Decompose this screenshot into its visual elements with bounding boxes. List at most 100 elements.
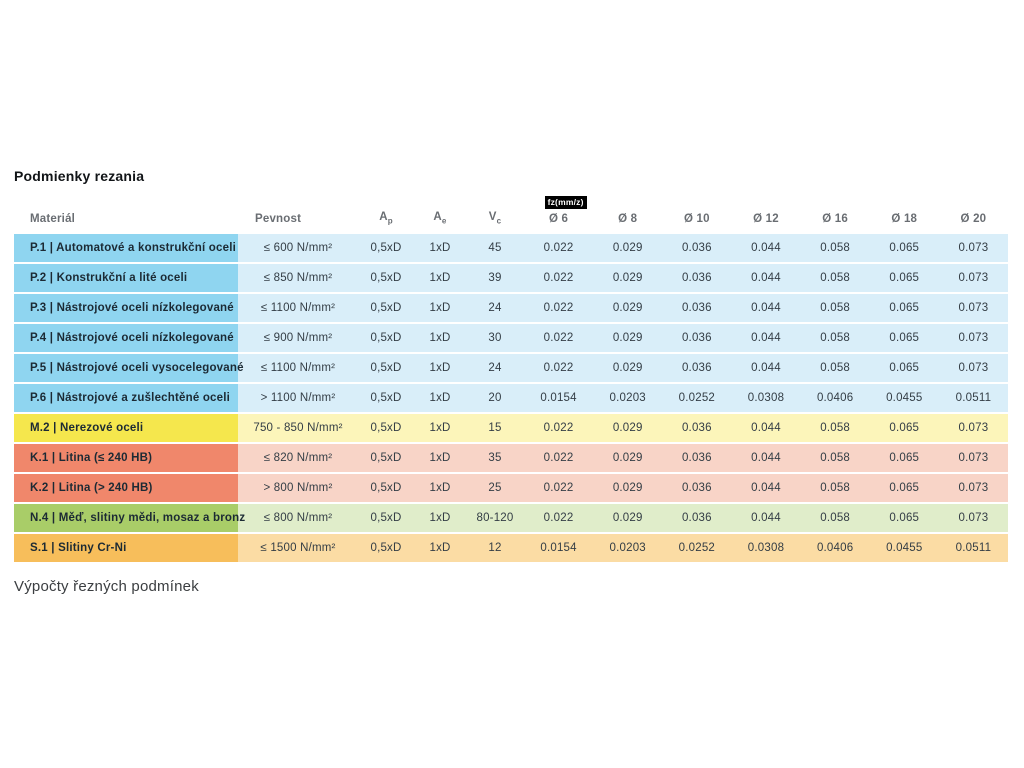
fz-cell: 0.065 bbox=[889, 332, 920, 344]
material-cell: S.1 | Slitiny Cr-Ni bbox=[14, 534, 238, 562]
fz-cell: 0.058 bbox=[820, 332, 851, 344]
fz-cell: 0.036 bbox=[681, 452, 712, 464]
fz-cell: 0.073 bbox=[958, 332, 989, 344]
fz-cell: 0.022 bbox=[543, 512, 574, 524]
table-row: K.2 | Litina (> 240 HB) > 800 N/mm² 0,5x… bbox=[14, 474, 1008, 502]
table-row: K.1 | Litina (≤ 240 HB) ≤ 820 N/mm² 0,5x… bbox=[14, 444, 1008, 472]
fz-cell: 0.0455 bbox=[886, 542, 923, 554]
material-cell: P.3 | Nástrojové oceli nízkolegované bbox=[14, 294, 238, 322]
fz-cell: 0.036 bbox=[681, 242, 712, 254]
fz-cell: 0.036 bbox=[681, 482, 712, 494]
fz-cell: 0.0511 bbox=[955, 542, 992, 554]
fz-cell: 0.022 bbox=[543, 332, 574, 344]
fz-cell: 0.065 bbox=[889, 362, 920, 374]
ap-header-main: A bbox=[379, 210, 388, 223]
cutting-conditions-table: Materiál Pevnost Ap Ae Vc fz(mm/z) Ø 6 Ø… bbox=[14, 196, 1008, 564]
fz-cell: 0.065 bbox=[889, 302, 920, 314]
ae-cell: 1xD bbox=[429, 422, 451, 434]
ap-cell: 0,5xD bbox=[370, 482, 402, 494]
fz-cell: 0.0406 bbox=[816, 392, 854, 404]
fz-cell: 0.029 bbox=[612, 452, 643, 464]
fz-cell: 0.0154 bbox=[540, 392, 577, 404]
vc-cell: 15 bbox=[488, 422, 502, 434]
vc-cell: 24 bbox=[488, 302, 502, 314]
fz-cell: 0.073 bbox=[958, 302, 989, 314]
table-row: P.5 | Nástrojové oceli vysocelegované ≤ … bbox=[14, 354, 1008, 382]
table-row: N.4 | Měď, slitiny mědi, mosaz a bronz ≤… bbox=[14, 504, 1008, 532]
fz-cell: 0.044 bbox=[751, 422, 781, 434]
table-row: M.2 | Nerezové oceli 750 - 850 N/mm² 0,5… bbox=[14, 414, 1008, 442]
fz-cell: 0.036 bbox=[681, 302, 712, 314]
fz-cell: 0.044 bbox=[751, 302, 781, 314]
fz-cell: 0.029 bbox=[612, 332, 643, 344]
material-cell: P.2 | Konstrukční a lité oceli bbox=[14, 264, 238, 292]
ae-cell: 1xD bbox=[429, 242, 451, 254]
fz-cell: 0.058 bbox=[820, 272, 851, 284]
vc-cell: 25 bbox=[488, 482, 502, 494]
vc-cell: 30 bbox=[488, 332, 502, 344]
fz-cell: 0.022 bbox=[543, 482, 574, 494]
vc-header-sub: c bbox=[496, 216, 502, 225]
diameter-column-header-6: fz(mm/z) Ø 6 bbox=[524, 196, 593, 234]
material-cell: P.6 | Nástrojové a zušlechtěné oceli bbox=[14, 384, 238, 412]
fz-cell: 0.029 bbox=[612, 302, 643, 314]
fz-cell: 0.0406 bbox=[816, 542, 854, 554]
fz-cell: 0.073 bbox=[958, 512, 989, 524]
table-row: P.4 | Nástrojové oceli nízkolegované ≤ 9… bbox=[14, 324, 1008, 352]
fz-cell: 0.044 bbox=[751, 272, 781, 284]
diameter-header-label: Ø 6 bbox=[549, 213, 569, 225]
fz-cell: 0.058 bbox=[820, 362, 851, 374]
diameter-column-header-16: Ø 16 bbox=[822, 213, 848, 225]
fz-cell: 0.065 bbox=[889, 422, 920, 434]
pevnost-cell: ≤ 800 N/mm² bbox=[263, 512, 333, 524]
fz-cell: 0.022 bbox=[543, 422, 574, 434]
pevnost-column-header: Pevnost bbox=[255, 213, 302, 225]
ae-cell: 1xD bbox=[429, 482, 451, 494]
material-cell: P.4 | Nástrojové oceli nízkolegované bbox=[14, 324, 238, 352]
fz-cell: 0.0308 bbox=[747, 392, 785, 404]
fz-cell: 0.058 bbox=[820, 512, 851, 524]
ae-header-sub: e bbox=[441, 216, 447, 225]
fz-cell: 0.036 bbox=[681, 362, 712, 374]
ae-cell: 1xD bbox=[429, 332, 451, 344]
fz-cell: 0.029 bbox=[612, 422, 643, 434]
table-header-row: Materiál Pevnost Ap Ae Vc fz(mm/z) Ø 6 Ø… bbox=[14, 196, 1008, 234]
fz-cell: 0.044 bbox=[751, 452, 781, 464]
diameter-column-header-18: Ø 18 bbox=[891, 213, 918, 225]
fz-cell: 0.044 bbox=[751, 362, 781, 374]
vc-cell: 35 bbox=[488, 452, 502, 464]
ae-cell: 1xD bbox=[429, 362, 451, 374]
vc-cell: 20 bbox=[488, 392, 502, 404]
material-cell: K.2 | Litina (> 240 HB) bbox=[14, 474, 238, 502]
table-row: P.6 | Nástrojové a zušlechtěné oceli > 1… bbox=[14, 384, 1008, 412]
ap-header-sub: p bbox=[387, 216, 393, 225]
fz-cell: 0.044 bbox=[751, 482, 781, 494]
ap-cell: 0,5xD bbox=[370, 512, 402, 524]
fz-cell: 0.0252 bbox=[678, 542, 716, 554]
fz-cell: 0.0308 bbox=[747, 542, 785, 554]
fz-cell: 0.065 bbox=[889, 512, 920, 524]
pevnost-cell: ≤ 820 N/mm² bbox=[263, 452, 333, 464]
pevnost-cell: ≤ 1500 N/mm² bbox=[260, 542, 336, 554]
diameter-column-header-12: Ø 12 bbox=[753, 213, 779, 225]
ae-header-main: A bbox=[433, 210, 442, 223]
ap-column-header: Ap bbox=[358, 211, 414, 234]
vc-cell: 80-120 bbox=[476, 512, 514, 524]
ap-cell: 0,5xD bbox=[370, 542, 402, 554]
material-column-header: Materiál bbox=[30, 213, 76, 225]
pevnost-cell: ≤ 1100 N/mm² bbox=[260, 362, 336, 374]
fz-cell: 0.044 bbox=[751, 242, 781, 254]
material-cell: M.2 | Nerezové oceli bbox=[14, 414, 238, 442]
fz-cell: 0.022 bbox=[543, 362, 574, 374]
fz-cell: 0.022 bbox=[543, 272, 574, 284]
pevnost-cell: > 800 N/mm² bbox=[263, 482, 333, 494]
fz-cell: 0.036 bbox=[681, 272, 712, 284]
fz-cell: 0.022 bbox=[543, 242, 574, 254]
ae-cell: 1xD bbox=[429, 452, 451, 464]
fz-cell: 0.073 bbox=[958, 362, 989, 374]
vc-cell: 24 bbox=[488, 362, 502, 374]
fz-cell: 0.0203 bbox=[609, 392, 646, 404]
pevnost-cell: ≤ 600 N/mm² bbox=[263, 242, 333, 254]
fz-cell: 0.073 bbox=[958, 272, 989, 284]
